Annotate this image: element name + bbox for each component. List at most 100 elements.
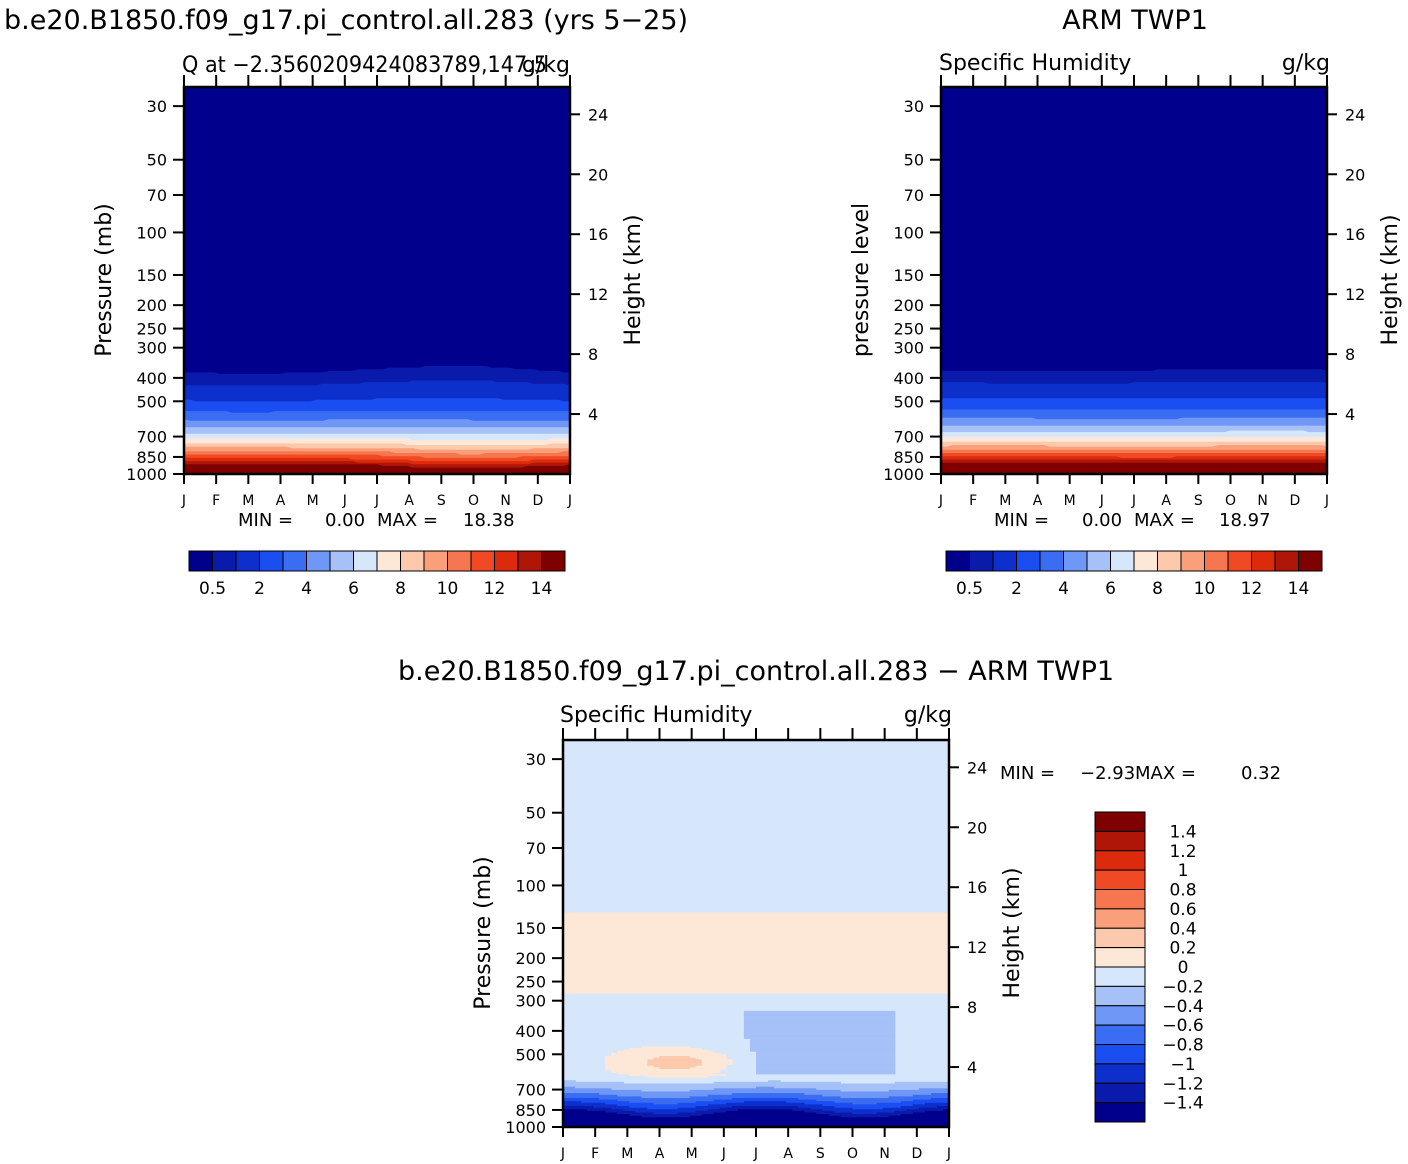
contour-band xyxy=(563,957,949,960)
contour-band xyxy=(906,1109,944,1112)
contour-band xyxy=(563,1117,949,1120)
contour-band xyxy=(750,1048,896,1051)
contour-band xyxy=(629,1048,703,1051)
colorbar-swatch xyxy=(423,550,448,572)
contour-band xyxy=(924,1102,949,1105)
contour-band xyxy=(930,1098,949,1101)
colorbar-swatch xyxy=(282,550,307,572)
colorbar-label: −0.4 xyxy=(1162,997,1203,1017)
ylabel-right-diff: Height (km) xyxy=(1000,867,1025,998)
contour-band xyxy=(852,1112,878,1115)
contour-band xyxy=(876,1102,926,1105)
contour-band xyxy=(563,927,949,930)
x-tick-label: N xyxy=(1257,493,1267,509)
colorbar-swatch xyxy=(376,550,401,572)
contour-band xyxy=(743,1023,896,1026)
max-value-diff: 0.32 xyxy=(1241,763,1281,784)
colorbar-swatch xyxy=(1039,550,1064,572)
plot-area-obs xyxy=(941,87,1327,474)
max-value-model: 18.38 xyxy=(463,510,515,531)
contour-band xyxy=(756,1086,775,1089)
contour-band xyxy=(659,1067,691,1070)
height-tick-labels-model: 24 20 16 12 8 4 xyxy=(588,105,608,424)
height-tick-labels-obs: 24 20 16 12 8 4 xyxy=(1345,105,1365,424)
y-tick-label: 300 xyxy=(136,339,167,358)
contour-band xyxy=(563,1093,600,1096)
x-tick-label: J xyxy=(567,493,572,509)
contour-band xyxy=(912,1094,949,1097)
colorbar-swatch xyxy=(1094,811,1146,832)
contour-band xyxy=(563,969,949,972)
contour-band xyxy=(834,1101,902,1104)
colorbar-obs: 0.5 2 4 6 8 10 12 14 xyxy=(945,550,1323,599)
contour-band xyxy=(725,1102,805,1105)
contour-band xyxy=(575,1086,757,1089)
contour-band xyxy=(563,978,949,981)
contour-band xyxy=(756,1060,896,1064)
x-tick-label: J xyxy=(560,1146,565,1162)
contour-band xyxy=(834,1106,902,1109)
contour-band xyxy=(563,951,949,954)
contour-band xyxy=(695,1110,727,1114)
contour-band xyxy=(563,956,949,959)
contour-band xyxy=(695,1065,727,1068)
contour-band xyxy=(605,1067,661,1070)
colorbar-swatch xyxy=(1094,1063,1146,1084)
contour-band xyxy=(695,1106,733,1109)
colorbar-swatch xyxy=(188,550,213,572)
contour-band xyxy=(689,1115,842,1118)
contour-band xyxy=(822,1104,914,1107)
contour-band xyxy=(888,1115,949,1118)
colorbar-swatch xyxy=(1094,947,1146,968)
contour-band xyxy=(563,931,949,935)
contour-band xyxy=(941,462,1327,474)
contour-band xyxy=(563,1083,949,1086)
y-tick-label: 700 xyxy=(136,428,167,447)
contour-band xyxy=(563,1106,594,1109)
ylabel-model: Pressure (mb) xyxy=(92,203,117,357)
contour-band xyxy=(750,1043,896,1046)
contour-band xyxy=(756,1062,896,1065)
contour-band xyxy=(882,1107,920,1110)
contour-band xyxy=(756,1057,896,1060)
x-tick-label: D xyxy=(911,1146,922,1162)
contour-band xyxy=(798,1098,932,1101)
contour-band xyxy=(623,1049,709,1052)
left-title-obs: Specific Humidity xyxy=(939,51,1131,76)
contour-band xyxy=(617,1099,715,1102)
colorbar-label: 10 xyxy=(437,579,459,599)
contour-band xyxy=(605,1110,636,1114)
contour-band xyxy=(605,1064,648,1067)
y-tick-label: 700 xyxy=(515,1081,546,1100)
colorbar-swatch xyxy=(1094,966,1146,987)
contour-band xyxy=(731,1098,799,1101)
contour-band xyxy=(798,1106,835,1109)
min-label-diff: MIN = xyxy=(1000,763,1055,784)
right-title-diff: g/kg xyxy=(904,703,952,728)
contour-band xyxy=(852,1102,878,1105)
colorbar-swatch xyxy=(353,550,378,572)
colorbar-label: 6 xyxy=(1105,579,1116,599)
x-tick-label: J xyxy=(374,493,379,509)
y-tick-label: 50 xyxy=(526,804,546,823)
colorbar-swatch xyxy=(517,550,542,572)
colorbar-label: 12 xyxy=(484,579,506,599)
y-tick-label: 100 xyxy=(136,223,167,242)
panel-model: b.e20.B1850.f09_g17.pi_control.all.283 (… xyxy=(4,5,688,599)
contour-band xyxy=(894,1110,926,1114)
contour-band xyxy=(743,1020,896,1023)
contour-band xyxy=(563,986,949,989)
contour-band xyxy=(840,1096,890,1099)
x-tick-label: A xyxy=(276,493,286,509)
contour-band xyxy=(563,1104,618,1107)
colorbar-swatch xyxy=(1204,550,1229,572)
colorbar-label: 8 xyxy=(395,579,406,599)
colorbar-swatch xyxy=(1180,550,1205,572)
x-tick-label: M xyxy=(242,493,254,509)
contour-band xyxy=(653,1112,679,1115)
min-label-model: MIN = xyxy=(238,510,293,531)
x-tick-label: S xyxy=(1194,493,1203,509)
contour-band xyxy=(701,1062,733,1065)
contour-band xyxy=(816,1088,920,1091)
